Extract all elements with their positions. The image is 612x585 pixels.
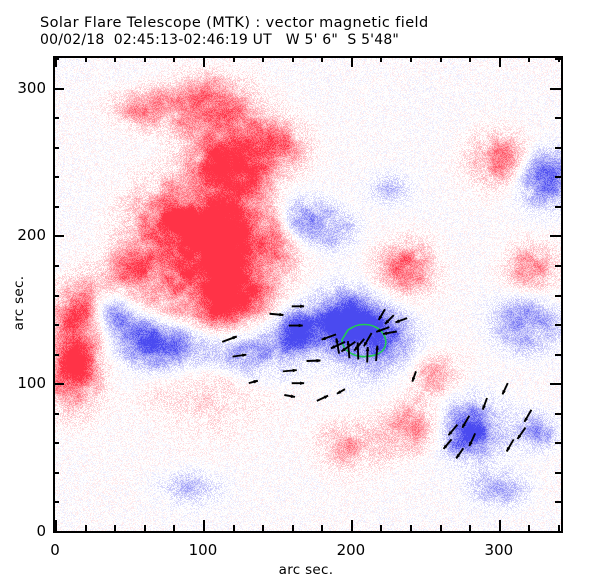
x-tick xyxy=(380,525,382,531)
y-tick-right xyxy=(555,176,561,178)
y-tick xyxy=(53,354,59,356)
y-tick xyxy=(53,531,64,533)
y-tick-right xyxy=(550,88,561,90)
x-tick-top xyxy=(262,56,264,62)
x-tick xyxy=(85,525,87,531)
y-tick-label: 300 xyxy=(17,78,46,97)
y-tick-right xyxy=(555,147,561,149)
x-tick-top xyxy=(114,56,116,62)
x-tick-top xyxy=(469,56,471,62)
y-tick xyxy=(53,235,64,237)
y-tick-right xyxy=(550,235,561,237)
y-tick-right xyxy=(555,295,561,297)
y-tick xyxy=(53,383,64,385)
x-tick xyxy=(114,525,116,531)
y-tick xyxy=(53,324,59,326)
y-tick-label: 200 xyxy=(17,226,46,245)
y-tick-right xyxy=(555,206,561,208)
x-tick xyxy=(440,525,442,531)
x-tick-top xyxy=(173,56,175,62)
x-tick-top xyxy=(351,56,353,67)
x-tick-top xyxy=(499,56,501,67)
magnetogram-canvas xyxy=(55,58,561,531)
y-tick-right xyxy=(555,58,561,60)
y-tick-right xyxy=(555,354,561,356)
x-tick-top xyxy=(233,56,235,62)
x-tick xyxy=(321,525,323,531)
y-tick-right xyxy=(550,531,561,533)
y-tick xyxy=(53,442,59,444)
x-tick-top xyxy=(321,56,323,62)
y-tick-right xyxy=(555,117,561,119)
x-tick-top xyxy=(380,56,382,62)
y-tick xyxy=(53,117,59,119)
x-tick xyxy=(262,525,264,531)
y-tick xyxy=(53,176,59,178)
x-tick xyxy=(144,525,146,531)
x-tick xyxy=(528,525,530,531)
x-tick xyxy=(292,525,294,531)
y-tick xyxy=(53,265,59,267)
x-tick-label: 200 xyxy=(336,541,366,559)
x-axis-title: arc sec. xyxy=(278,562,334,578)
y-tick xyxy=(53,472,59,474)
y-tick xyxy=(53,147,59,149)
x-tick xyxy=(55,520,57,531)
x-tick xyxy=(173,525,175,531)
x-tick xyxy=(499,520,501,531)
x-tick-top xyxy=(85,56,87,62)
y-tick-right xyxy=(555,501,561,503)
plot-area xyxy=(53,56,563,533)
x-tick xyxy=(469,525,471,531)
y-tick-right xyxy=(555,413,561,415)
x-tick-top xyxy=(410,56,412,62)
x-tick-top xyxy=(440,56,442,62)
x-tick-label: 300 xyxy=(484,541,514,559)
y-tick xyxy=(53,206,59,208)
x-tick-top xyxy=(292,56,294,62)
x-tick-label: 0 xyxy=(50,541,60,559)
x-tick xyxy=(410,525,412,531)
x-tick-top xyxy=(528,56,530,62)
y-tick-label: 0 xyxy=(36,522,46,540)
y-tick xyxy=(53,58,59,60)
x-tick-label: 100 xyxy=(188,541,218,559)
x-tick xyxy=(558,525,560,531)
figure-title: Solar Flare Telescope (MTK) : vector mag… xyxy=(40,15,429,31)
y-tick xyxy=(53,295,59,297)
y-tick xyxy=(53,501,59,503)
y-tick-right xyxy=(550,383,561,385)
x-tick-top xyxy=(203,56,205,67)
x-tick-top xyxy=(144,56,146,62)
y-tick-right xyxy=(555,442,561,444)
x-tick xyxy=(351,520,353,531)
y-tick xyxy=(53,88,64,90)
x-tick xyxy=(203,520,205,531)
y-tick-right xyxy=(555,472,561,474)
figure-subtitle: 00/02/18 02:45:13-02:46:19 UT W 5' 6" S … xyxy=(40,32,400,48)
x-tick-top xyxy=(55,56,57,67)
y-axis-title: arc sec. xyxy=(11,275,27,331)
y-tick-right xyxy=(555,265,561,267)
y-tick-label: 100 xyxy=(17,374,46,393)
y-tick xyxy=(53,413,59,415)
figure-title-block: Solar Flare Telescope (MTK) : vector mag… xyxy=(40,15,580,49)
x-tick xyxy=(233,525,235,531)
magnetogram-image-holder xyxy=(55,58,561,531)
y-tick-right xyxy=(555,324,561,326)
